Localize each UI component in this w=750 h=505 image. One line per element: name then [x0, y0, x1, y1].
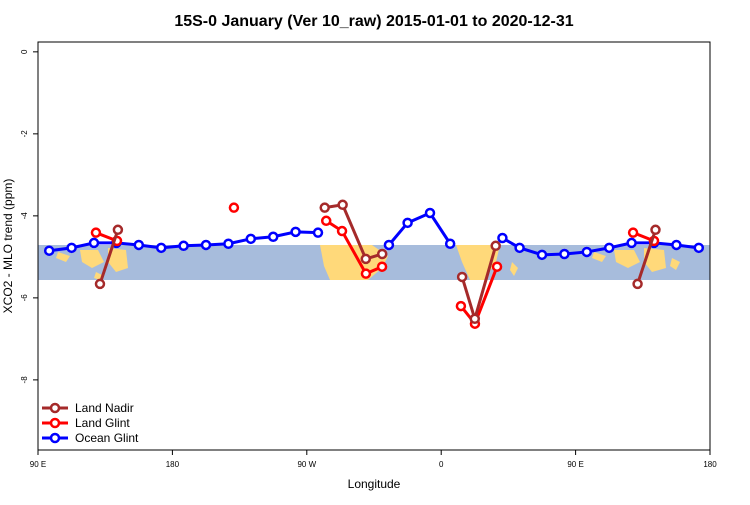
data-point: [267, 231, 279, 243]
x-tick-label: 90 E: [567, 460, 583, 469]
x-tick-label: 180: [703, 460, 717, 469]
data-point: [536, 249, 548, 261]
y-tick-label: 0: [20, 49, 29, 54]
y-axis-label: XCO2 - MLO trend (ppm): [1, 179, 15, 314]
data-point: [94, 278, 106, 290]
x-tick-label: 180: [166, 460, 180, 469]
data-point: [88, 237, 100, 249]
data-point: [43, 245, 55, 256]
data-point: [90, 227, 102, 238]
legend-marker: [49, 432, 61, 444]
data-point: [290, 226, 301, 238]
data-point: [319, 202, 330, 213]
data-point: [671, 239, 682, 251]
data-point: [514, 242, 525, 254]
plot-frame: [37, 41, 711, 451]
y-tick-label: -4: [20, 212, 29, 220]
x-axis-label: Longitude: [348, 477, 401, 491]
data-point: [424, 207, 436, 219]
legend-label: Land Nadir: [75, 401, 134, 415]
x-tick-label: 90 W: [297, 460, 316, 469]
data-point: [650, 224, 661, 236]
series-line: [95, 219, 655, 327]
data-point: [228, 202, 240, 213]
data-point: [223, 238, 234, 249]
data-point: [336, 225, 348, 237]
data-point: [66, 242, 77, 254]
data-point: [559, 248, 570, 260]
data-point: [626, 237, 637, 249]
data-point: [444, 238, 456, 249]
data-point: [469, 313, 481, 325]
data-point: [693, 242, 705, 254]
data-point: [245, 233, 257, 245]
data-point: [155, 242, 167, 254]
legend-marker: [49, 417, 61, 429]
series: [94, 199, 661, 325]
y-tick-label: -6: [20, 294, 29, 302]
data-point: [490, 240, 501, 252]
series-line: [98, 203, 657, 325]
data-point: [178, 240, 189, 252]
data-point: [456, 271, 468, 283]
data-point: [312, 227, 324, 238]
x-tick-label: 0: [439, 460, 444, 469]
data-point: [455, 300, 467, 312]
data-point: [360, 253, 372, 265]
data-point: [603, 242, 615, 254]
data-point: [383, 239, 395, 251]
data-point: [376, 248, 388, 260]
data-point: [200, 239, 212, 251]
data-point: [376, 261, 388, 272]
x-tick-label: 90 E: [30, 460, 46, 469]
legend-label: Ocean Glint: [75, 431, 139, 445]
data-point: [112, 224, 124, 236]
legend-label: Land Glint: [75, 416, 130, 430]
data-point: [320, 215, 332, 227]
data-point: [497, 232, 508, 244]
y-tick-label: -2: [20, 130, 29, 138]
data-point: [581, 246, 593, 258]
chart-title: 15S-0 January (Ver 10_raw) 2015-01-01 to…: [174, 13, 573, 30]
data-point: [360, 268, 372, 279]
data-point: [632, 278, 643, 290]
data-point: [491, 261, 503, 272]
y-tick-label: -8: [20, 376, 29, 384]
data-point: [337, 199, 348, 211]
series: [43, 207, 705, 261]
data-point: [627, 227, 639, 238]
data-point: [402, 217, 413, 229]
legend-marker: [49, 402, 61, 414]
data-point: [133, 239, 145, 251]
